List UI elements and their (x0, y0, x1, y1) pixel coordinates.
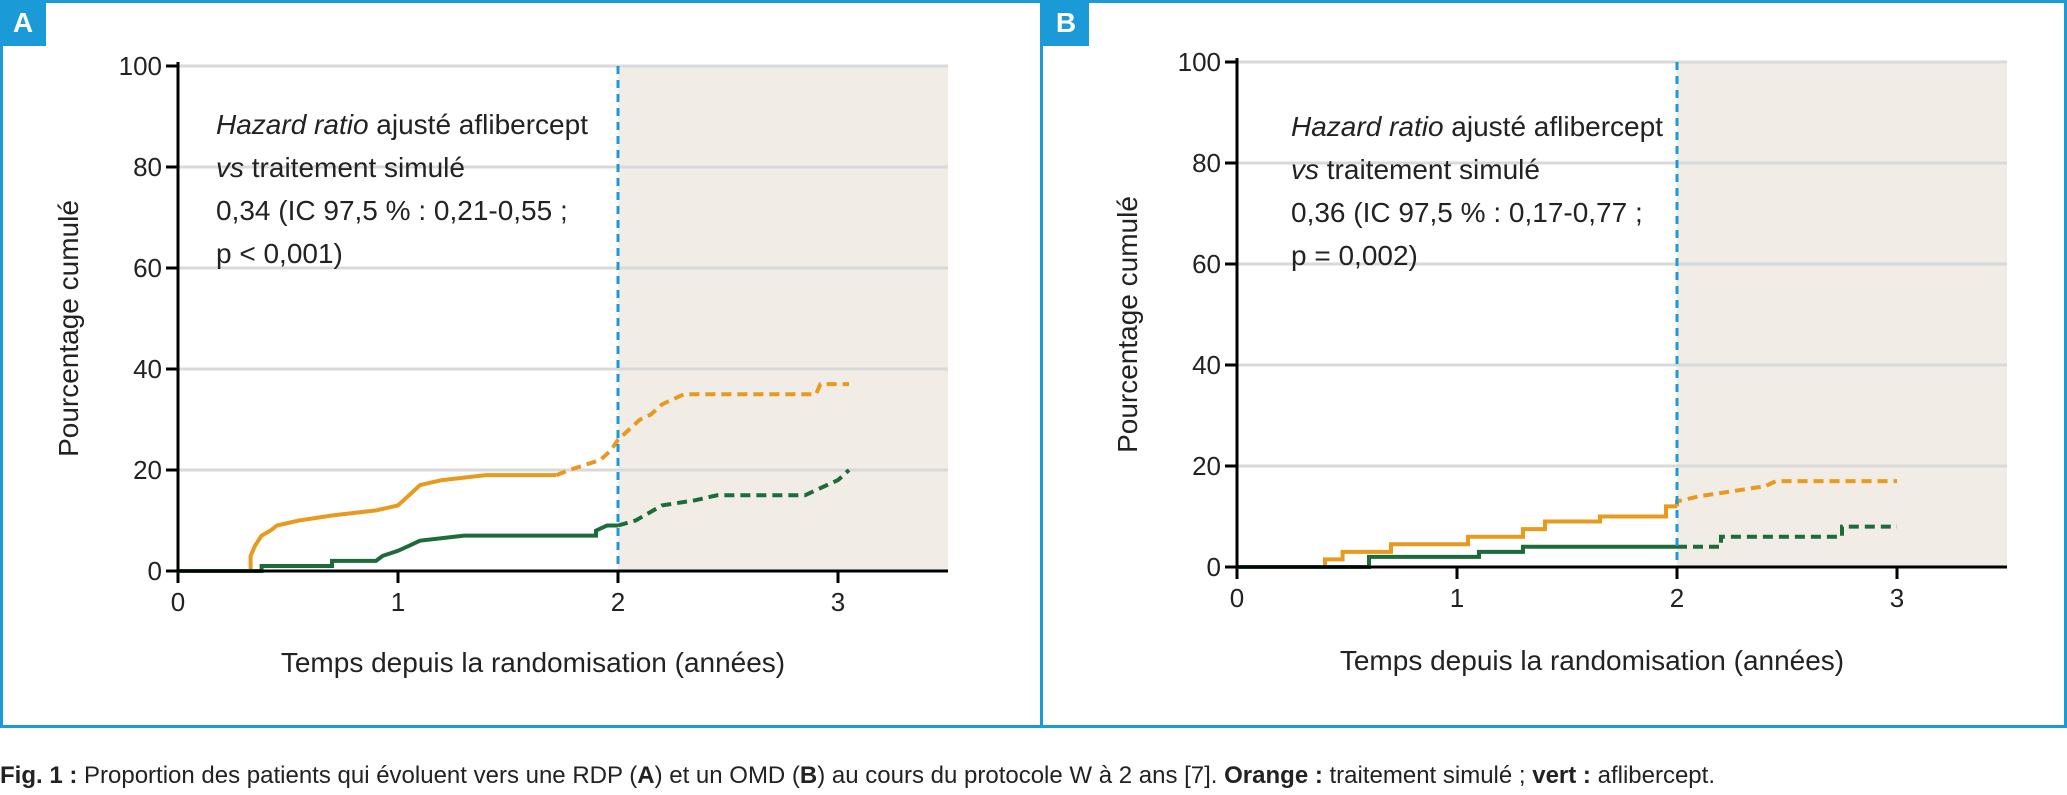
y-tick-label: 100 (1178, 47, 1221, 77)
caption-text-5: aflibercept. (1590, 762, 1715, 789)
series-orange-dashed-line (555, 382, 849, 477)
hazard-ratio-annotation-line: p < 0,001) (216, 238, 343, 269)
caption-orange-label: Orange : (1224, 762, 1323, 789)
y-tick-label: 0 (1207, 552, 1221, 582)
caption-text-1: Proportion des patients qui évoluent ver… (77, 762, 638, 789)
x-tick-label: 3 (831, 587, 845, 617)
annotation-text: p = 0,002) (1291, 240, 1418, 271)
hazard-ratio-annotation-line: vs traitement simulé (1291, 154, 1540, 185)
figure-frame (0, 0, 2067, 728)
caption-b: B (799, 762, 818, 789)
shaded-region (618, 66, 948, 571)
caption-text-4: traitement simulé ; (1322, 762, 1533, 789)
x-axis-label: Temps depuis la randomisation (années) (281, 647, 785, 678)
annotation-text: 0,34 (IC 97,5 % : 0,21-0,55 ; (216, 195, 568, 226)
y-axis-label: Pourcentage cumulé (1112, 196, 1143, 453)
y-tick-label: 40 (133, 354, 162, 384)
annotation-text: p < 0,001) (216, 238, 343, 269)
chart-panel-b: 0 20 40 60 80 100 0 1 2 3 Temps depuis la randomis… (1112, 47, 2007, 676)
hazard-ratio-annotation-line: Hazard ratio ajusté aflibercept (1291, 111, 1663, 142)
annotation-italic: Hazard ratio (1291, 111, 1444, 142)
hazard-ratio-annotation-line: 0,36 (IC 97,5 % : 0,17-0,77 ; (1291, 197, 1643, 228)
annotation-italic: Hazard ratio (216, 109, 369, 140)
annotation-italic: vs (216, 152, 244, 183)
annotation-text: 0,36 (IC 97,5 % : 0,17-0,77 ; (1291, 197, 1643, 228)
y-axis-label: Pourcentage cumulé (53, 200, 84, 457)
series-orange-solid-line (1237, 504, 1677, 569)
y-tick-label: 40 (1192, 350, 1221, 380)
panel-b-badge: B (1043, 0, 1089, 46)
y-tick-label: 20 (1192, 451, 1221, 481)
series-green-dashed-line (1677, 524, 1897, 549)
x-tick-label: 2 (611, 587, 625, 617)
caption-a: A (637, 762, 655, 789)
y-tick-label: 20 (133, 455, 162, 485)
x-tick-label: 2 (1670, 583, 1684, 613)
hazard-ratio-annotation-line: p = 0,002) (1291, 240, 1418, 271)
x-tick-label: 0 (171, 587, 185, 617)
shaded-region (1677, 62, 2007, 567)
series-green-solid-line (1237, 544, 1677, 569)
annotation-text: ajusté aflibercept (369, 109, 589, 140)
y-tick-label: 100 (119, 51, 162, 81)
x-tick-label: 0 (1230, 583, 1244, 613)
y-tick-label: 60 (133, 253, 162, 283)
panel-divider (1040, 0, 1043, 728)
caption-text-2: ) et un OMD ( (654, 762, 800, 789)
hazard-ratio-annotation-line: 0,34 (IC 97,5 % : 0,21-0,55 ; (216, 195, 568, 226)
caption-text-3: ) au cours du protocole W à 2 ans [7]. (817, 762, 1225, 789)
y-tick-label: 60 (1192, 249, 1221, 279)
caption-fig-label: Fig. 1 : (0, 762, 78, 789)
panel-a-badge: A (0, 0, 46, 46)
figure-caption: Fig. 1 : Proportion des patients qui évo… (0, 762, 2067, 790)
x-tick-label: 1 (1450, 583, 1464, 613)
y-tick-label: 80 (1192, 148, 1221, 178)
x-tick-label: 3 (1890, 583, 1904, 613)
y-tick-label: 0 (148, 556, 162, 586)
annotation-text: ajusté aflibercept (1444, 111, 1664, 142)
hazard-ratio-annotation-line: vs traitement simulé (216, 152, 465, 183)
annotation-text: traitement simulé (244, 152, 465, 183)
chart-panel-a: 0 20 40 60 80 100 0 1 2 3 Temps depuis la randomis… (53, 51, 948, 678)
annotation-italic: vs (1291, 154, 1319, 185)
x-tick-label: 1 (391, 587, 405, 617)
annotation-text: traitement simulé (1319, 154, 1540, 185)
x-axis-label: Temps depuis la randomisation (années) (1340, 645, 1844, 676)
series-orange-solid-line (178, 473, 557, 573)
y-tick-label: 80 (133, 152, 162, 182)
series-green-solid-line (178, 523, 618, 573)
series-green-dashed-line (617, 468, 851, 528)
caption-vert-label: vert : (1532, 762, 1591, 789)
hazard-ratio-annotation-line: Hazard ratio ajusté aflibercept (216, 109, 588, 140)
